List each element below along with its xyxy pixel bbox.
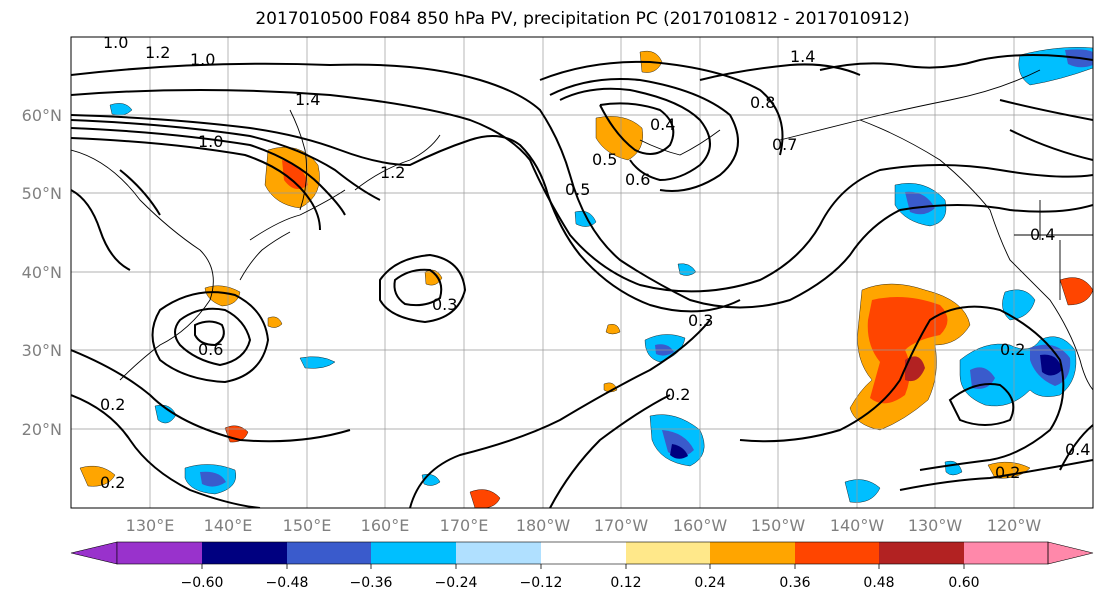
- pv-contours: [71, 54, 1093, 508]
- contour-label-group: 1.0 1.2 1.0 1.4 1.0 1.2 0.6 0.5 0.4 0.5 …: [100, 33, 1090, 492]
- colorbar-tick-label: −0.48: [266, 575, 309, 591]
- colorbar-extend-high: [1047, 541, 1094, 565]
- contour-label: 1.4: [295, 90, 320, 109]
- coastlines: [71, 69, 1093, 391]
- lon-label: 170°W: [594, 516, 649, 535]
- colorbar-swatch: [541, 542, 626, 564]
- contour-label: 0.4: [1065, 440, 1090, 459]
- lon-label: 140°W: [830, 516, 885, 535]
- map-frame: [70, 36, 1094, 509]
- colorbar-tick-label: 0.60: [948, 575, 979, 591]
- contour-label: 1.0: [198, 132, 223, 151]
- colorbar-tick-label: 0.36: [779, 575, 810, 591]
- contour-label: 0.3: [688, 311, 713, 330]
- contour-label: 0.3: [432, 295, 457, 314]
- colorbar-tick-label: 0.12: [610, 575, 641, 591]
- colorbar-swatch: [964, 542, 1048, 564]
- contour-label: 0.2: [1000, 340, 1025, 359]
- colorbar-swatch: [202, 542, 287, 564]
- lon-label: 130°W: [908, 516, 963, 535]
- lat-label: 30°N: [22, 341, 62, 360]
- contour-label: 1.0: [190, 50, 215, 69]
- contour-label: 0.7: [772, 135, 797, 154]
- colorbar-tick-label: −0.36: [350, 575, 393, 591]
- contour-label: 1.2: [145, 43, 170, 62]
- colorbar-swatch: [371, 542, 456, 564]
- lon-label: 160°E: [361, 516, 410, 535]
- colorbar-swatch: [456, 542, 541, 564]
- lon-label: 120°W: [987, 516, 1042, 535]
- contour-label: 0.6: [198, 340, 223, 359]
- colorbar-swatch: [287, 542, 371, 564]
- lat-label: 20°N: [22, 420, 62, 439]
- colorbar-tick-label: −0.60: [181, 575, 224, 591]
- colorbar-swatch: [626, 542, 710, 564]
- lon-label: 180°W: [516, 516, 571, 535]
- contour-label: 0.8: [750, 93, 775, 112]
- colorbar-tick-label: 0.48: [863, 575, 894, 591]
- lat-axis: 60°N 50°N 40°N 30°N 20°N: [22, 106, 62, 439]
- colorbar-extend-low: [70, 541, 118, 565]
- contour-label: 0.4: [1030, 225, 1055, 244]
- map-area: [71, 37, 1093, 508]
- lat-label: 40°N: [22, 263, 62, 282]
- map-title: 2017010500 F084 850 hPa PV, precipitatio…: [255, 9, 910, 29]
- lon-label: 150°E: [283, 516, 332, 535]
- lon-label: 160°W: [673, 516, 728, 535]
- colorbar: −0.60 −0.48 −0.36 −0.24 −0.12 0.12 0.24 …: [70, 541, 1094, 591]
- colorbar-tick-label: 0.24: [694, 575, 725, 591]
- contour-label: 0.2: [995, 463, 1020, 482]
- colorbar-swatch: [117, 542, 202, 564]
- contour-label: 1.4: [790, 47, 815, 66]
- contour-label: 0.5: [565, 180, 590, 199]
- lon-axis: 130°E 140°E 150°E 160°E 170°E 180°W 170°…: [126, 516, 1042, 535]
- contour-label: 0.2: [100, 473, 125, 492]
- contour-label: 0.6: [625, 170, 650, 189]
- colorbar-tick-label: −0.12: [520, 575, 563, 591]
- graticule: [71, 37, 1093, 508]
- contour-label: 1.2: [380, 163, 405, 182]
- colorbar-swatch: [879, 542, 964, 564]
- colorbar-tick-label: −0.24: [435, 575, 478, 591]
- colorbar-swatch: [795, 542, 879, 564]
- lon-label: 170°E: [440, 516, 489, 535]
- lon-label: 130°E: [126, 516, 175, 535]
- lat-label: 60°N: [22, 106, 62, 125]
- lon-label: 150°W: [751, 516, 806, 535]
- contour-label: 1.0: [103, 33, 128, 52]
- contour-label: 0.4: [650, 115, 675, 134]
- contour-label: 0.2: [665, 385, 690, 404]
- contour-label: 0.5: [592, 150, 617, 169]
- lon-label: 140°E: [204, 516, 253, 535]
- colorbar-swatch: [710, 542, 795, 564]
- contour-label: 0.2: [100, 395, 125, 414]
- lat-label: 50°N: [22, 184, 62, 203]
